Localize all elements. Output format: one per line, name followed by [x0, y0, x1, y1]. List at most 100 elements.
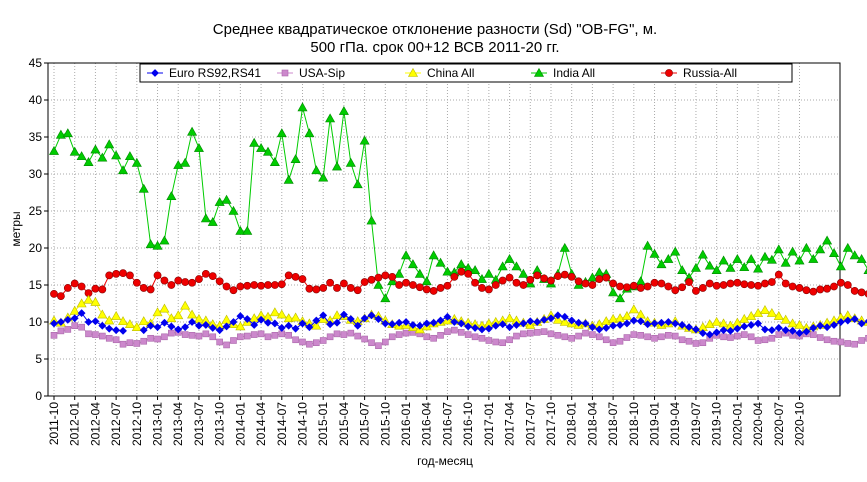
data-point	[318, 172, 329, 182]
data-point	[57, 327, 65, 335]
data-point	[766, 308, 777, 317]
data-point	[858, 337, 865, 344]
data-point	[513, 332, 520, 340]
data-point	[339, 310, 348, 319]
data-point	[685, 337, 693, 345]
data-point	[787, 246, 798, 256]
data-point	[48, 145, 60, 155]
data-point	[670, 246, 681, 256]
data-point	[380, 293, 391, 303]
data-point	[581, 279, 590, 288]
data-point	[422, 285, 431, 294]
data-point	[781, 279, 790, 288]
data-point	[257, 330, 265, 338]
data-point	[823, 284, 831, 293]
data-point	[595, 275, 604, 283]
data-point	[283, 174, 294, 184]
data-point	[773, 310, 784, 320]
grid	[48, 63, 840, 396]
data-point	[154, 335, 161, 343]
x-tick-label: 2020-10	[792, 402, 806, 446]
data-point	[216, 338, 223, 346]
y-axis: 0 5 10 15 20 25 30 35 40 45	[29, 56, 48, 403]
data-point	[843, 281, 852, 289]
x-tick-label: 2018-01	[565, 402, 579, 446]
data-point	[567, 316, 576, 325]
data-point	[173, 310, 184, 320]
data-point	[616, 321, 624, 329]
data-point	[437, 332, 444, 339]
data-point	[759, 305, 770, 314]
data-point	[464, 331, 472, 338]
data-point	[174, 325, 183, 334]
data-point	[491, 321, 500, 330]
data-point	[375, 342, 382, 349]
series-layer	[48, 102, 867, 349]
data-point	[830, 282, 838, 291]
data-point	[518, 268, 529, 278]
data-point	[242, 225, 253, 235]
data-point	[773, 244, 784, 254]
data-point	[297, 102, 308, 112]
data-point	[161, 333, 168, 341]
data-point	[837, 338, 845, 346]
data-point	[711, 265, 722, 275]
data-point	[581, 319, 590, 328]
data-point	[656, 259, 667, 269]
data-point	[145, 239, 156, 249]
data-point	[690, 262, 701, 272]
legend-marker	[281, 69, 289, 77]
x-tick-label: 2011-10	[47, 402, 61, 445]
data-point	[865, 334, 867, 342]
data-point	[313, 339, 320, 347]
data-point	[864, 290, 867, 298]
data-point	[740, 280, 749, 289]
data-point	[290, 154, 301, 163]
x-tick-label: 2016-04	[420, 402, 434, 446]
data-point	[602, 336, 610, 344]
data-point	[230, 337, 237, 344]
x-tick-label: 2017-07	[523, 402, 537, 446]
x-tick-label: 2012-10	[130, 402, 144, 446]
data-point	[429, 318, 438, 327]
data-point	[112, 326, 121, 335]
data-point	[207, 216, 218, 226]
data-point	[828, 248, 840, 257]
data-point	[608, 287, 619, 297]
data-point	[663, 253, 674, 263]
data-point	[450, 318, 459, 326]
data-point	[553, 311, 562, 320]
data-point	[540, 274, 548, 283]
data-point	[754, 281, 762, 290]
data-point	[451, 326, 458, 334]
data-point	[456, 259, 467, 269]
data-point	[111, 310, 122, 320]
data-point	[443, 312, 452, 321]
x-tick-label: 2018-07	[606, 402, 620, 446]
data-point	[759, 251, 770, 261]
data-point	[98, 285, 107, 294]
x-tick-label: 2016-01	[399, 402, 413, 446]
data-point	[284, 271, 293, 280]
data-point	[201, 269, 210, 278]
data-point	[809, 287, 818, 296]
data-point	[374, 273, 383, 282]
data-point	[292, 336, 299, 344]
x-tick-label: 2013-07	[192, 402, 206, 446]
data-point	[56, 318, 65, 326]
data-point	[705, 330, 714, 339]
data-point	[726, 279, 735, 288]
data-point	[195, 275, 203, 283]
data-point	[843, 316, 852, 325]
data-point	[237, 333, 244, 341]
data-point	[816, 334, 824, 341]
data-point	[311, 165, 322, 175]
data-point	[519, 281, 528, 289]
data-point	[250, 321, 259, 329]
data-point	[476, 273, 487, 283]
data-point	[319, 337, 327, 344]
data-point	[725, 262, 736, 272]
data-point	[754, 319, 762, 328]
data-point	[104, 315, 115, 325]
data-point	[215, 277, 224, 286]
